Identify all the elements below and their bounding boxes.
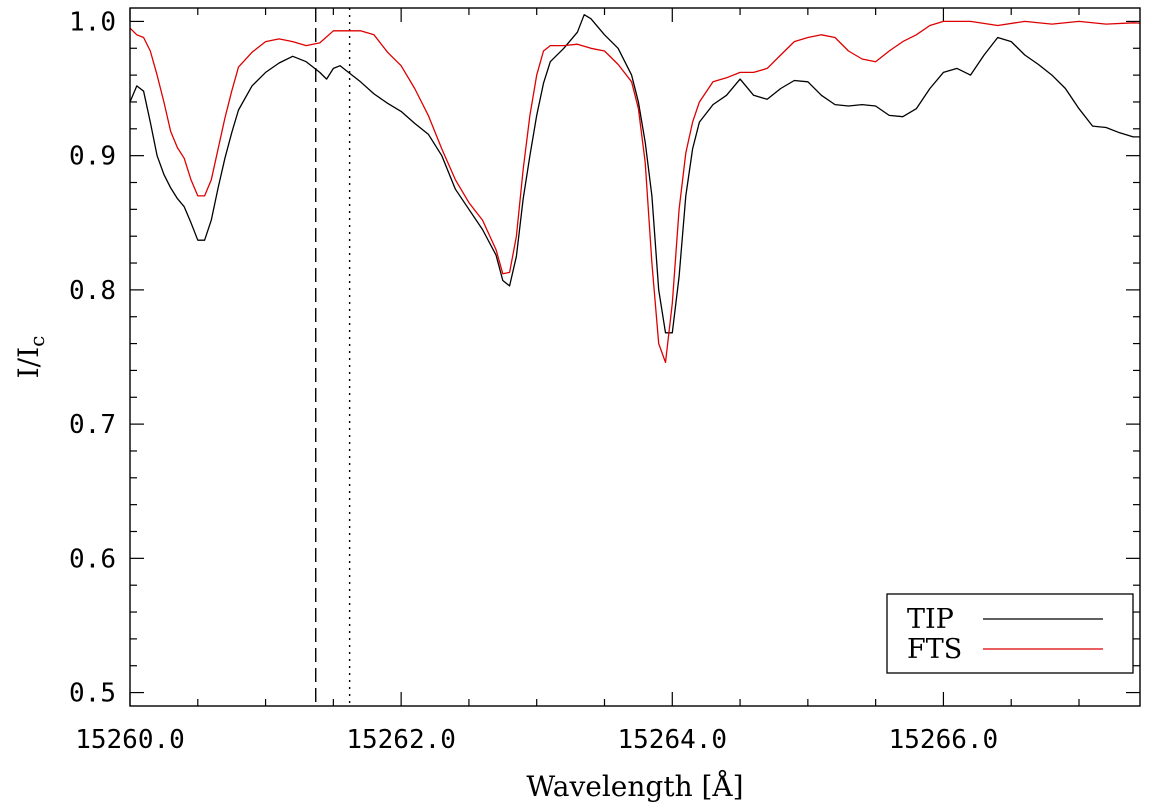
x-tick-label: 15260.0 [75,725,185,755]
y-axis-label: I/Ic [12,336,49,379]
legend-label-tip: TIP [907,604,954,635]
y-tick-label: 0.6 [69,544,116,574]
y-tick-label: 0.5 [69,679,116,709]
x-tick-label: 15262.0 [346,725,456,755]
y-tick-label: 0.7 [69,410,116,440]
reference-lines [315,8,351,706]
y-tick-label: 0.9 [69,142,116,172]
x-tick-label: 15266.0 [889,725,999,755]
x-axis-label: Wavelength [Å] [526,770,743,803]
legend-label-fts: FTS [907,634,962,665]
series-line-tip [130,14,1140,334]
y-axis-label-subscript: c [25,336,49,347]
y-axis-label-main: I/I [12,347,45,379]
plot-frame [129,7,1141,707]
x-tick-label: 15264.0 [617,725,727,755]
y-tick-label: 1.0 [69,7,116,37]
spectrum-series [130,14,1140,364]
series-line-fts [130,20,1140,364]
axis-ticks [129,8,1140,706]
legend-box [886,593,1134,674]
tick-labels: 15260.0 15262.0 15264.0 15266.0 0.5 0.6 0.7 0.8… [69,7,998,755]
y-tick-label: 0.8 [69,276,116,306]
